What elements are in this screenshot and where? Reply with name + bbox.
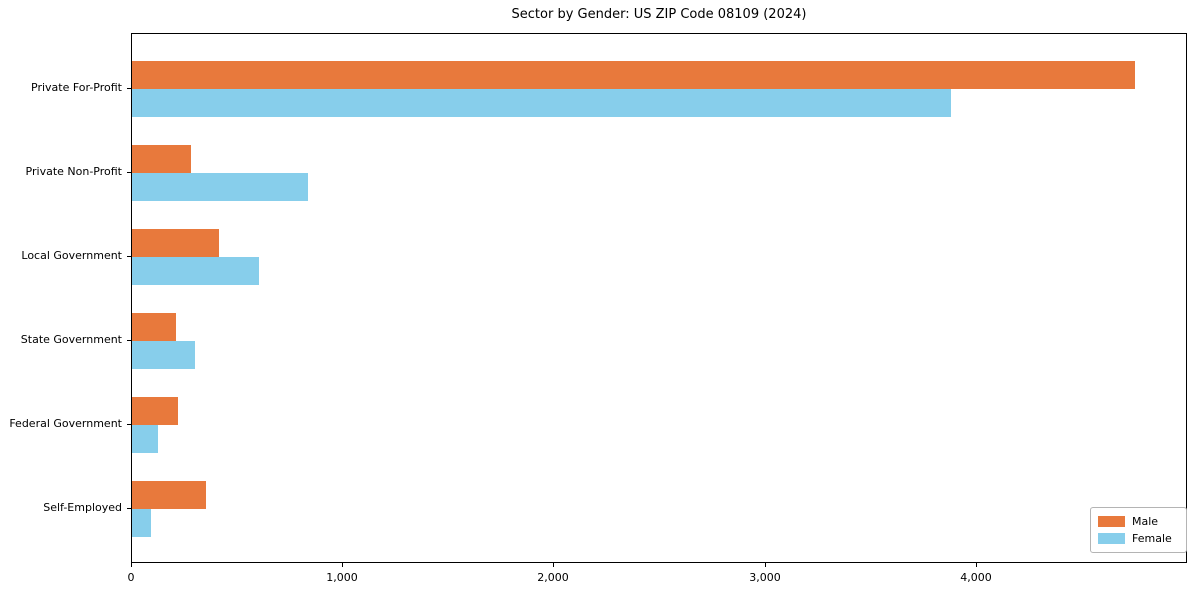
plot-area <box>131 33 1187 563</box>
y-tick-mark <box>127 256 131 257</box>
y-axis-label-local-government: Local Government <box>21 249 122 262</box>
bar-female-federal-government <box>132 425 158 453</box>
legend-swatch-male-icon <box>1098 516 1125 527</box>
y-axis-label-state-government: State Government <box>20 333 122 346</box>
y-tick-mark <box>127 340 131 341</box>
bar-male-private-for-profit <box>132 61 1135 89</box>
y-tick-mark <box>127 508 131 509</box>
bar-female-private-non-profit <box>132 173 308 201</box>
bar-male-federal-government <box>132 397 178 425</box>
y-tick-mark <box>127 424 131 425</box>
bar-male-self-employed <box>132 481 206 509</box>
x-tick-mark <box>765 563 766 567</box>
bar-male-private-non-profit <box>132 145 191 173</box>
bar-female-private-for-profit <box>132 89 951 117</box>
legend-entry-male: Male <box>1098 514 1179 528</box>
legend-swatch-female-icon <box>1098 533 1125 544</box>
x-axis-label-0: 0 <box>127 571 135 584</box>
y-axis-label-private-non-profit: Private Non-Profit <box>25 165 122 178</box>
legend-label-male: Male <box>1132 514 1159 528</box>
x-tick-mark <box>342 563 343 567</box>
x-axis-label-3-000: 3,000 <box>749 571 781 584</box>
y-tick-mark <box>127 172 131 173</box>
y-tick-mark <box>127 88 131 89</box>
y-axis-label-private-for-profit: Private For-Profit <box>31 81 122 94</box>
x-axis-label-4-000: 4,000 <box>960 571 992 584</box>
bar-male-state-government <box>132 313 176 341</box>
bar-female-state-government <box>132 341 195 369</box>
bar-female-self-employed <box>132 509 151 537</box>
chart-title: Sector by Gender: US ZIP Code 08109 (202… <box>511 7 807 22</box>
x-axis-label-2-000: 2,000 <box>537 571 569 584</box>
legend: Male Female <box>1090 507 1187 553</box>
legend-entry-female: Female <box>1098 531 1179 545</box>
x-tick-mark <box>131 563 132 567</box>
bar-female-local-government <box>132 257 259 285</box>
y-axis-label-self-employed: Self-Employed <box>43 501 122 514</box>
x-tick-mark <box>553 563 554 567</box>
bar-male-local-government <box>132 229 219 257</box>
x-tick-mark <box>976 563 977 567</box>
x-axis-label-1-000: 1,000 <box>326 571 358 584</box>
y-axis-label-federal-government: Federal Government <box>9 417 122 430</box>
legend-label-female: Female <box>1132 531 1172 545</box>
